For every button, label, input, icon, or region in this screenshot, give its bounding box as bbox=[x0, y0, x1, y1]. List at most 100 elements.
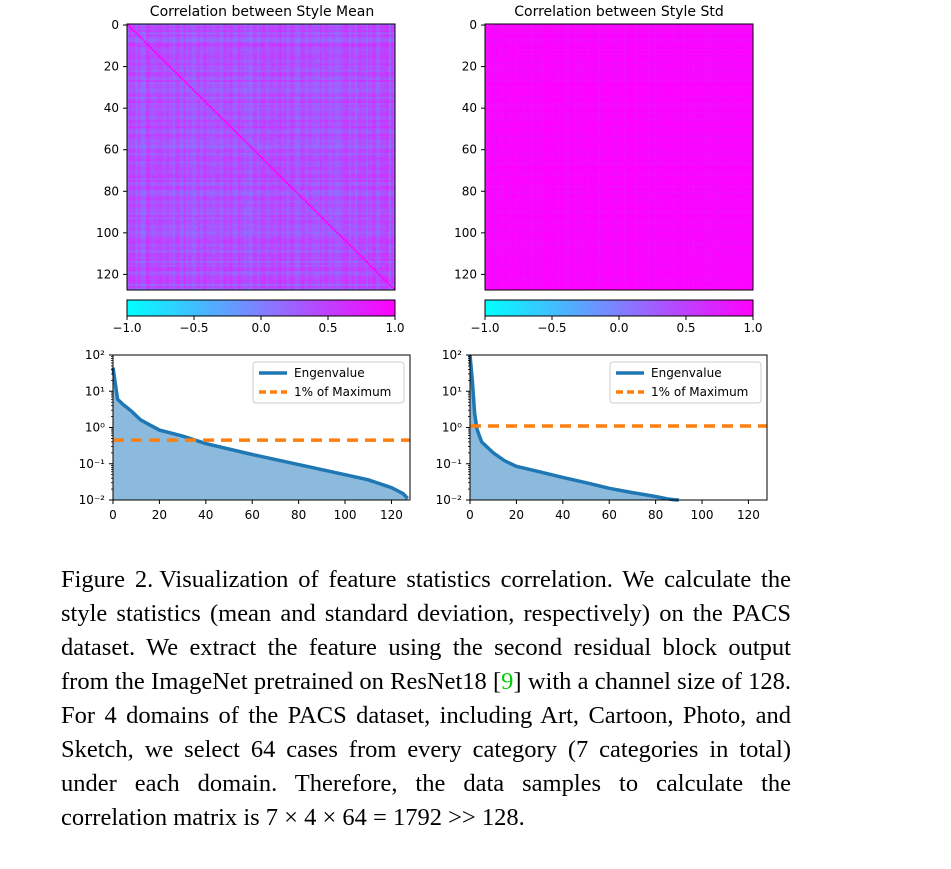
heatmap-cell bbox=[364, 78, 366, 80]
heatmap-cell bbox=[271, 78, 273, 80]
heatmap-cell bbox=[278, 45, 280, 47]
heatmap-cell bbox=[129, 57, 131, 59]
heatmap-cell bbox=[240, 72, 242, 74]
heatmap-cell bbox=[355, 63, 357, 65]
heatmap-cell bbox=[248, 32, 250, 34]
heatmap-cell bbox=[376, 26, 378, 28]
heatmap-cell bbox=[387, 30, 389, 32]
heatmap-cell bbox=[357, 34, 359, 36]
heatmap-cell bbox=[240, 53, 242, 55]
heatmap-cell bbox=[330, 61, 332, 63]
heatmap-cell bbox=[246, 26, 248, 28]
heatmap-cell bbox=[144, 63, 146, 65]
heatmap-cell bbox=[338, 63, 340, 65]
heatmap-cell bbox=[188, 80, 190, 82]
heatmap-cell bbox=[184, 78, 186, 80]
heatmap-cell bbox=[253, 78, 255, 80]
heatmap-cell bbox=[347, 45, 349, 47]
heatmap-cell bbox=[366, 30, 368, 32]
heatmap-cell bbox=[257, 63, 259, 65]
heatmap-cell bbox=[190, 36, 192, 38]
heatmap-cell bbox=[303, 61, 305, 63]
heatmap-cell bbox=[255, 36, 257, 38]
heatmap-cell bbox=[282, 28, 284, 30]
heatmap-cell bbox=[276, 63, 278, 65]
heatmap-cell bbox=[387, 61, 389, 63]
heatmap-cell bbox=[209, 70, 211, 72]
heatmap-cell bbox=[142, 74, 144, 76]
heatmap-cell bbox=[228, 28, 230, 30]
heatmap-cell bbox=[313, 57, 315, 59]
heatmap-cell bbox=[144, 32, 146, 34]
heatmap-cell bbox=[179, 28, 181, 30]
heatmap-cell bbox=[380, 47, 382, 49]
heatmap-cell bbox=[217, 51, 219, 53]
heatmap-cell bbox=[334, 28, 336, 30]
heatmap-cell bbox=[156, 39, 158, 41]
heatmap-cell bbox=[372, 36, 374, 38]
heatmap-cell bbox=[347, 72, 349, 74]
heatmap-cell bbox=[378, 26, 380, 28]
heatmap-cell bbox=[242, 74, 244, 76]
heatmap-cell bbox=[194, 70, 196, 72]
heatmap-cell bbox=[255, 39, 257, 41]
heatmap-cell bbox=[150, 51, 152, 53]
heatmap-cell bbox=[196, 80, 198, 82]
heatmap-cell bbox=[209, 57, 211, 59]
heatmap-cell bbox=[261, 28, 263, 30]
heatmap-cell bbox=[263, 82, 265, 84]
heatmap-cell bbox=[148, 28, 150, 30]
heatmap-cell bbox=[140, 72, 142, 74]
heatmap-cell bbox=[305, 59, 307, 61]
heatmap-cell bbox=[142, 32, 144, 34]
heatmap-cell bbox=[330, 28, 332, 30]
heatmap-cell bbox=[378, 51, 380, 53]
heatmap-cell bbox=[177, 43, 179, 45]
heatmap-cell bbox=[295, 39, 297, 41]
heatmap-cell bbox=[280, 26, 282, 28]
heatmap-cell bbox=[215, 72, 217, 74]
heatmap-cell bbox=[261, 82, 263, 84]
heatmap-cell bbox=[148, 59, 150, 61]
heatmap-cell bbox=[137, 84, 139, 86]
heatmap-cell bbox=[343, 45, 345, 47]
heatmap-cell bbox=[142, 82, 144, 84]
heatmap-cell bbox=[326, 26, 328, 28]
heatmap-cell bbox=[194, 51, 196, 53]
heatmap-cell bbox=[332, 55, 334, 57]
heatmap-cell bbox=[140, 36, 142, 38]
heatmap-cell bbox=[204, 74, 206, 76]
heatmap-cell bbox=[265, 41, 267, 43]
heatmap-cell bbox=[299, 41, 301, 43]
heatmap-cell bbox=[297, 57, 299, 59]
heatmap-cell bbox=[353, 51, 355, 53]
heatmap-cell bbox=[370, 78, 372, 80]
heatmap-cell bbox=[232, 74, 234, 76]
heatmap-cell bbox=[265, 78, 267, 80]
heatmap-cell bbox=[192, 28, 194, 30]
heatmap-cell bbox=[234, 47, 236, 49]
heatmap-cell bbox=[271, 82, 273, 84]
heatmap-cell bbox=[192, 32, 194, 34]
heatmap-cell bbox=[184, 57, 186, 59]
heatmap-cell bbox=[389, 68, 391, 70]
heatmap-cell bbox=[378, 72, 380, 74]
heatmap-cell bbox=[330, 32, 332, 34]
heatmap-cell bbox=[184, 66, 186, 68]
heatmap-cell bbox=[364, 36, 366, 38]
heatmap-cell bbox=[391, 80, 393, 82]
heatmap-cell bbox=[338, 26, 340, 28]
heatmap-cell bbox=[299, 49, 301, 51]
heatmap-cell bbox=[389, 74, 391, 76]
heatmap-cell bbox=[288, 41, 290, 43]
heatmap-cell bbox=[198, 43, 200, 45]
heatmap-cell bbox=[144, 68, 146, 70]
heatmap-cell bbox=[349, 26, 351, 28]
heatmap-cell bbox=[144, 74, 146, 76]
heatmap-cell bbox=[290, 43, 292, 45]
heatmap-cell bbox=[244, 34, 246, 36]
heatmap-cell bbox=[347, 51, 349, 53]
heatmap-cell bbox=[380, 80, 382, 82]
heatmap-cell bbox=[221, 70, 223, 72]
heatmap-cell bbox=[204, 68, 206, 70]
